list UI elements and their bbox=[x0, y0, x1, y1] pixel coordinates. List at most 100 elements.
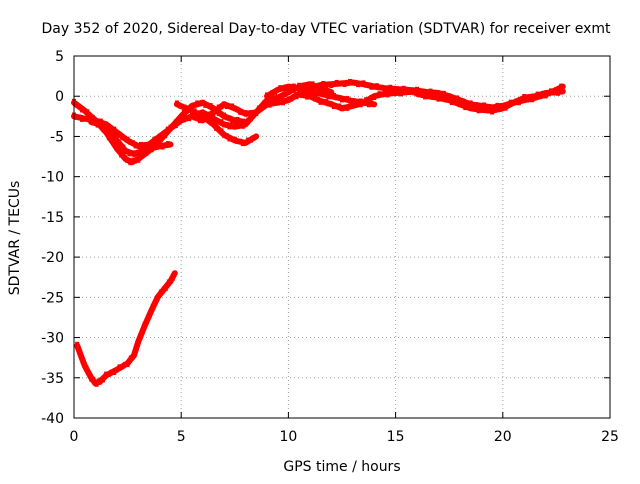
data-point bbox=[208, 103, 213, 108]
data-point bbox=[208, 111, 213, 116]
data-point bbox=[388, 91, 393, 96]
data-point bbox=[246, 112, 251, 117]
data-point bbox=[326, 81, 331, 86]
x-axis-title: GPS time / hours bbox=[283, 459, 400, 475]
y-tick-label: -35 bbox=[41, 371, 64, 387]
data-point bbox=[323, 92, 328, 97]
data-point bbox=[415, 90, 420, 95]
data-point bbox=[75, 341, 80, 346]
data-point bbox=[337, 95, 342, 100]
y-tick-label: -30 bbox=[41, 331, 64, 347]
data-point bbox=[112, 140, 117, 145]
y-tick-label: 5 bbox=[55, 49, 64, 65]
data-point bbox=[356, 101, 361, 106]
data-point bbox=[157, 293, 162, 298]
data-point bbox=[484, 109, 489, 114]
data-point bbox=[455, 95, 460, 100]
data-point bbox=[543, 92, 548, 97]
x-tick-label: 15 bbox=[387, 429, 405, 445]
data-point bbox=[267, 103, 272, 108]
data-point bbox=[125, 148, 130, 153]
data-point bbox=[144, 320, 149, 325]
data-point bbox=[187, 117, 192, 122]
data-point bbox=[80, 117, 85, 122]
data-point bbox=[281, 101, 286, 106]
data-point bbox=[514, 98, 519, 103]
data-point bbox=[382, 90, 387, 95]
data-point bbox=[117, 142, 122, 147]
data-point bbox=[396, 88, 401, 93]
data-point bbox=[323, 83, 328, 88]
data-point bbox=[530, 96, 535, 101]
data-point bbox=[121, 154, 126, 159]
data-point bbox=[114, 367, 119, 372]
y-tick-label: -10 bbox=[41, 170, 64, 186]
data-point bbox=[110, 130, 115, 135]
data-point bbox=[340, 98, 344, 103]
data-point bbox=[393, 86, 398, 91]
data-point bbox=[546, 90, 551, 95]
data-point bbox=[101, 128, 106, 133]
data-point bbox=[415, 86, 420, 91]
data-point bbox=[235, 125, 240, 130]
data-point bbox=[134, 152, 139, 157]
data-point bbox=[165, 283, 170, 288]
data-point bbox=[216, 104, 221, 109]
data-point bbox=[144, 141, 149, 146]
data-point bbox=[527, 94, 532, 99]
data-point bbox=[321, 87, 326, 92]
data-point bbox=[345, 80, 350, 85]
data-point bbox=[179, 116, 184, 121]
data-point bbox=[80, 360, 85, 365]
data-point bbox=[538, 93, 543, 98]
data-point bbox=[390, 87, 395, 92]
data-point bbox=[506, 103, 511, 108]
data-point bbox=[163, 143, 168, 148]
data-point bbox=[495, 102, 500, 107]
data-point bbox=[409, 89, 414, 94]
data-point bbox=[104, 371, 109, 376]
data-point bbox=[439, 91, 444, 96]
data-point bbox=[294, 86, 299, 91]
data-point bbox=[433, 89, 438, 94]
data-point bbox=[87, 371, 92, 376]
data-point bbox=[423, 95, 428, 100]
data-point bbox=[160, 290, 165, 295]
x-tick-label: 25 bbox=[601, 429, 619, 445]
data-point bbox=[380, 93, 385, 98]
data-point bbox=[224, 105, 229, 110]
data-point bbox=[219, 119, 224, 124]
data-point bbox=[524, 96, 529, 101]
data-point bbox=[474, 106, 478, 111]
data-point bbox=[323, 98, 328, 103]
data-point bbox=[238, 122, 243, 127]
data-point bbox=[278, 85, 283, 90]
data-point bbox=[96, 378, 101, 383]
data-point bbox=[238, 110, 243, 115]
data-point bbox=[195, 112, 200, 117]
data-point bbox=[307, 90, 312, 95]
data-point bbox=[219, 128, 224, 133]
data-point bbox=[100, 378, 105, 383]
data-point bbox=[106, 136, 111, 141]
x-tick-label: 10 bbox=[279, 429, 297, 445]
data-point bbox=[444, 94, 449, 99]
data-point bbox=[132, 150, 137, 155]
data-point bbox=[227, 104, 232, 109]
data-point bbox=[259, 105, 264, 110]
data-point bbox=[503, 106, 508, 111]
data-point bbox=[425, 90, 430, 95]
data-point bbox=[425, 94, 430, 99]
data-point bbox=[364, 83, 369, 88]
data-point bbox=[366, 103, 371, 108]
data-point bbox=[121, 144, 126, 149]
data-point bbox=[331, 105, 336, 110]
data-point bbox=[230, 124, 235, 129]
data-point bbox=[318, 90, 323, 95]
data-point bbox=[273, 91, 277, 96]
data-point bbox=[181, 109, 186, 114]
y-tick-label: -20 bbox=[41, 250, 64, 266]
data-point bbox=[141, 144, 146, 149]
data-point bbox=[240, 118, 245, 123]
data-point bbox=[455, 99, 460, 104]
